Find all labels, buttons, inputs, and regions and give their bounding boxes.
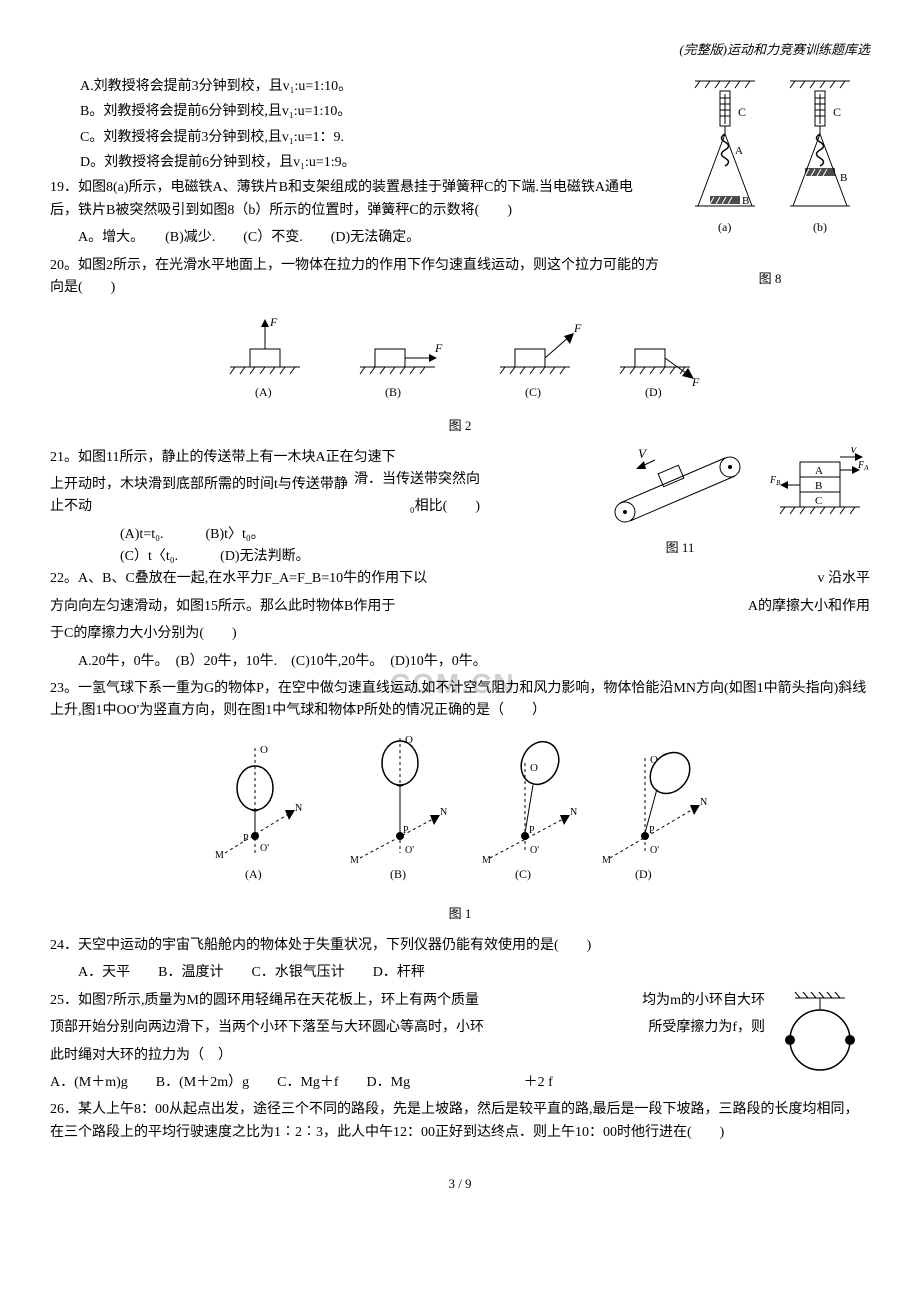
svg-text:(D): (D): [645, 385, 662, 399]
svg-text:(a): (a): [718, 220, 731, 234]
q23-text: 23。一氢气球下系一重为G的物体P，在空中做匀速直线运动.如不计空气阻力和风力影…: [50, 678, 870, 723]
svg-text:O': O': [650, 845, 659, 856]
svg-text:M: M: [482, 855, 491, 866]
svg-text:(A): (A): [255, 385, 272, 399]
q25-line1: 25．如图7所示,质量为M的圆环用轻绳吊在天花板上，环上有两个质量 均为m的小环…: [50, 990, 870, 1012]
svg-text:O: O: [260, 744, 268, 756]
q25-line2: 顶部开始分别向两边滑下，当两个小环下落至与大环圆心等高时，小环 所受摩擦力为f，…: [50, 1017, 870, 1039]
svg-text:F: F: [434, 341, 443, 355]
svg-text:M: M: [602, 855, 611, 866]
svg-text:(b): (b): [813, 220, 827, 234]
figure-8-svg: C A B (a): [670, 76, 870, 266]
svg-text:N: N: [700, 797, 707, 808]
q25-line3: 此时绳对大环的拉力为（ ）: [50, 1045, 870, 1067]
svg-text:C: C: [815, 495, 822, 507]
q22-line1: 22。A、B、C叠放在一起,在水平力F_A=F_B=10牛的作用下以 v 沿水平: [50, 568, 870, 590]
svg-text:N: N: [570, 807, 577, 818]
svg-text:(C): (C): [525, 385, 541, 399]
figure-1-caption: 图 1: [50, 904, 870, 925]
svg-text:O': O': [530, 845, 539, 856]
q24-options: A．天平 B．温度计 C．水银气压计 D．杆秤: [50, 962, 870, 984]
svg-text:B: B: [815, 480, 822, 492]
svg-text:FA: FA: [857, 460, 869, 472]
q24-text: 24．天空中运动的宇宙飞船舱内的物体处于失重状况，下列仪器仍能有效使用的是( ): [50, 935, 870, 957]
figure-7-container: [775, 990, 870, 1088]
svg-text:P: P: [243, 833, 249, 844]
figure-2-container: F (A) F (B) F (C): [50, 314, 870, 436]
svg-text:(A): (A): [245, 867, 262, 881]
page-header: (完整版)运动和力竞赛训练题库选: [50, 40, 870, 61]
q22-line3: 于C的摩擦力大小分别为( ): [50, 623, 870, 645]
svg-text:M: M: [215, 850, 224, 861]
svg-text:F: F: [269, 315, 278, 329]
svg-text:N: N: [440, 807, 447, 818]
q22-line2: 方向向左匀速滑动，如图15所示。那么此时物体B作用于 A的摩擦大小和作用: [50, 596, 870, 618]
svg-text:FB: FB: [770, 475, 781, 487]
figure-11-container: V 图 11: [600, 447, 760, 559]
svg-text:A: A: [735, 145, 743, 157]
figure-8-container: C A B (a): [670, 76, 870, 290]
svg-text:A: A: [815, 465, 823, 477]
figure-abc-stack: V A FA B FB C: [770, 447, 870, 545]
page-footer: 3 / 9: [50, 1174, 870, 1195]
q19-text: 19．如图8(a)所示，电磁铁A、薄铁片B和支架组成的装置悬挂于弹簧秤C的下端.…: [50, 177, 660, 222]
svg-text:V: V: [638, 447, 648, 461]
svg-text:P: P: [649, 825, 655, 836]
svg-text:C: C: [738, 105, 746, 119]
figure-11-caption: 图 11: [600, 538, 760, 559]
svg-text:(C): (C): [515, 867, 531, 881]
svg-text:(B): (B): [385, 385, 401, 399]
svg-text:O: O: [530, 762, 538, 774]
svg-text:F: F: [691, 375, 700, 389]
svg-text:O': O': [405, 845, 414, 856]
svg-text:N: N: [295, 803, 302, 814]
svg-text:M: M: [350, 855, 359, 866]
q22-options: A.20牛，0牛。 (B）20牛，10牛. (C)10牛,20牛。 (D)10牛…: [50, 651, 870, 673]
figure-8-caption: 图 8: [670, 269, 870, 290]
q26-text: 26．某人上午8：00从起点出发，途径三个不同的路段，先是上坡路，然后是较平直的…: [50, 1099, 870, 1144]
svg-text:O': O': [260, 843, 269, 854]
figure-1-container: O P M N O' (A) O P M N O' (B: [50, 733, 870, 925]
figure-2-caption: 图 2: [50, 416, 870, 437]
q25-options: A．(M＋m)g B．(M＋2m）g C．Mg＋f D．Mg ＋2 f: [50, 1072, 870, 1094]
svg-text:C: C: [833, 105, 841, 119]
svg-text:B: B: [742, 195, 749, 207]
svg-text:(B): (B): [390, 867, 406, 881]
figure-2-svg: F (A) F (B) F (C): [200, 314, 720, 404]
svg-text:B: B: [840, 172, 847, 184]
svg-text:(D): (D): [635, 867, 652, 881]
svg-text:F: F: [573, 321, 582, 335]
